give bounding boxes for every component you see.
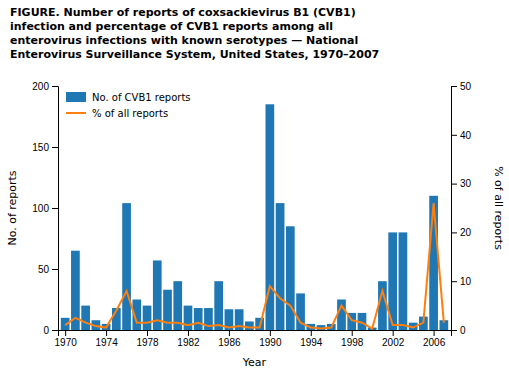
- y2-axis-title: % of all reports: [492, 166, 505, 250]
- tick-label: 2002: [382, 337, 405, 348]
- tick-mark: [52, 330, 58, 331]
- legend: No. of CVB1 reports % of all reports: [66, 92, 191, 119]
- tick-label: 2006: [423, 337, 446, 348]
- bar: [143, 306, 152, 330]
- tick-label: 20: [460, 227, 472, 238]
- tick-label: 1974: [95, 337, 118, 348]
- bar: [286, 226, 295, 330]
- tick: 2006: [423, 330, 446, 348]
- x-axis-title: Year: [242, 356, 267, 369]
- tick: 1982: [177, 330, 200, 348]
- tick-mark: [352, 330, 353, 336]
- tick: 0: [43, 325, 58, 336]
- tick: 10: [451, 276, 472, 287]
- tick-mark: [229, 330, 230, 336]
- tick: 50: [38, 264, 58, 275]
- tick-mark: [147, 330, 148, 336]
- tick: 1994: [300, 330, 323, 348]
- tick: 100: [32, 203, 58, 214]
- legend-label: No. of CVB1 reports: [92, 92, 191, 103]
- tick: 50: [451, 81, 472, 92]
- bar: [399, 232, 408, 330]
- tick-mark: [52, 147, 58, 148]
- tick-mark: [451, 184, 457, 185]
- tick-mark: [65, 330, 66, 336]
- legend-item: % of all reports: [66, 108, 168, 119]
- tick-mark: [311, 330, 312, 336]
- chart: FIGURE. Number of reports of coxsackievi…: [0, 0, 509, 374]
- legend-item: No. of CVB1 reports: [66, 92, 191, 103]
- tick-mark: [52, 269, 58, 270]
- tick-mark: [434, 330, 435, 336]
- tick: 0: [451, 325, 466, 336]
- bar: [163, 290, 172, 330]
- bar: [194, 308, 203, 330]
- tick-label: 10: [460, 276, 472, 287]
- tick-mark: [451, 330, 457, 331]
- tick-mark: [451, 281, 457, 282]
- bars: [61, 104, 448, 330]
- tick: 200: [32, 81, 58, 92]
- tick-label: 150: [32, 142, 49, 153]
- axis-line: [452, 87, 458, 331]
- tick-label: 1990: [259, 337, 282, 348]
- legend-swatch: [66, 112, 86, 114]
- axis: 0 10 20 30 40 50: [451, 81, 472, 336]
- tick: 1990: [259, 330, 282, 348]
- tick-mark: [52, 208, 58, 209]
- tick-mark: [451, 232, 457, 233]
- tick-mark: [451, 86, 457, 87]
- bar: [122, 203, 131, 330]
- tick-label: 1986: [218, 337, 241, 348]
- tick-mark: [451, 135, 457, 136]
- tick: 1970: [55, 330, 78, 348]
- tick-mark: [270, 330, 271, 336]
- tick-label: 50: [38, 264, 50, 275]
- tick-label: 1970: [55, 337, 78, 348]
- axis-line: [59, 331, 452, 337]
- y-axis-title: No. of reports: [6, 170, 19, 245]
- bar: [429, 196, 438, 330]
- bar: [184, 306, 193, 330]
- tick-label: 30: [460, 178, 472, 189]
- tick-label: 0: [460, 325, 466, 336]
- tick-label: 40: [460, 130, 472, 141]
- bar: [81, 306, 90, 330]
- tick: 20: [451, 227, 472, 238]
- tick-mark: [106, 330, 107, 336]
- bar: [245, 321, 254, 330]
- tick-mark: [188, 330, 189, 336]
- plot-area: [61, 104, 448, 330]
- tick: 1978: [136, 330, 159, 348]
- tick-label: 0: [43, 325, 49, 336]
- title: FIGURE. Number of reports of coxsackievi…: [10, 6, 379, 61]
- tick-mark: [52, 86, 58, 87]
- tick: 1974: [95, 330, 118, 348]
- tick-label: 1978: [136, 337, 159, 348]
- bar: [214, 281, 223, 330]
- tick-label: 50: [460, 81, 472, 92]
- tick: 150: [32, 142, 58, 153]
- bar: [276, 203, 285, 330]
- line: [65, 203, 444, 328]
- legend-label: % of all reports: [92, 108, 168, 119]
- tick: 40: [451, 130, 472, 141]
- tick-mark: [393, 330, 394, 336]
- tick-label: 1994: [300, 337, 323, 348]
- legend-swatch: [66, 92, 86, 102]
- tick-label: 100: [32, 203, 49, 214]
- tick: 1986: [218, 330, 241, 348]
- axis: 0 50 100 150 200: [32, 81, 58, 336]
- tick-label: 1998: [341, 337, 364, 348]
- axis-line: [52, 87, 59, 331]
- tick: 30: [451, 178, 472, 189]
- tick: 2002: [382, 330, 405, 348]
- tick: 1998: [341, 330, 364, 348]
- axis: 1970 1974 1978 1982 1986 1990 1994 1998 2002 2006: [55, 330, 452, 348]
- tick-label: 200: [32, 81, 49, 92]
- tick-label: 1982: [177, 337, 200, 348]
